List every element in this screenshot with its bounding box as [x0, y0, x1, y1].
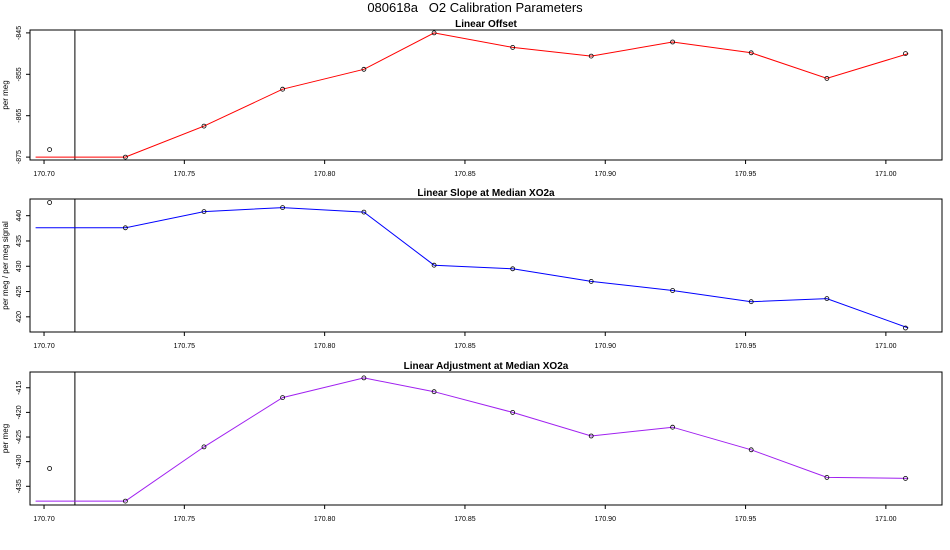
y-tick-label: 420 [16, 311, 23, 323]
x-tick-label: 170.95 [735, 516, 757, 523]
panel-title: Linear Offset [455, 19, 517, 30]
x-tick-label: 171.00 [875, 516, 897, 523]
data-point [123, 498, 128, 504]
x-tick-label: 170.90 [595, 343, 617, 350]
data-point [824, 76, 830, 81]
data-point [588, 433, 594, 439]
x-tick-label: 170.70 [33, 516, 55, 523]
y-tick-label: -875 [16, 150, 23, 164]
plot-frame [29, 371, 943, 506]
data-point [748, 50, 754, 56]
y-tick-label: -855 [16, 67, 23, 81]
data-point [588, 53, 594, 59]
x-tick-label: 170.95 [735, 343, 757, 350]
y-axis-label: per meg [1, 80, 10, 109]
y-tick-label: 425 [16, 286, 23, 298]
x-tick-label: 170.85 [454, 171, 476, 178]
y-tick-label: -415 [16, 381, 23, 395]
y-tick-label: 430 [16, 260, 23, 272]
x-tick-label: 170.75 [174, 171, 196, 178]
y-tick-label: 440 [16, 210, 23, 222]
data-point [123, 225, 128, 231]
x-tick-label: 170.70 [33, 171, 55, 178]
y-tick-label: -425 [16, 430, 23, 444]
y-axis-label: per meg [1, 424, 10, 453]
x-tick-label: 170.80 [314, 516, 336, 523]
chart-panel-3: Linear Adjustment at Median XO2a per meg 1… [1, 361, 943, 523]
data-point [588, 278, 594, 284]
x-tick-label: 171.00 [875, 171, 897, 178]
data-point [47, 200, 52, 205]
data-point [280, 205, 286, 211]
data-point [361, 375, 367, 381]
data-point [670, 424, 675, 430]
panel-title: Linear Adjustment at Median XO2a [404, 361, 569, 372]
series-line [35, 207, 909, 329]
data-point [123, 154, 128, 160]
data-point [670, 39, 675, 45]
panel-title: Linear Slope at Median XO2a [417, 188, 555, 199]
x-tick-label: 171.00 [875, 343, 897, 350]
x-tick-label: 170.95 [735, 171, 757, 178]
y-axis-label: per meg / per meg signal [1, 221, 10, 310]
data-point [748, 447, 754, 453]
data-point [280, 395, 286, 401]
data-point [201, 123, 207, 129]
data-point [510, 409, 516, 415]
data-point [670, 288, 675, 293]
data-point [903, 51, 908, 56]
data-point [47, 147, 52, 153]
x-tick-label: 170.80 [314, 171, 336, 178]
data-point [824, 296, 830, 302]
series-line [35, 32, 909, 158]
x-tick-label: 170.80 [314, 343, 336, 350]
x-tick-label: 170.85 [454, 516, 476, 523]
data-point [201, 444, 207, 450]
data-point [280, 86, 286, 92]
y-tick-label: 435 [16, 235, 23, 247]
data-point [824, 474, 830, 480]
data-point [510, 45, 516, 50]
chart-panel-1: Linear Offset per meg 170.70 170.75 170.80 17… [1, 19, 943, 178]
chart-panel-2: Linear Slope at Median XO2a per meg / per… [1, 188, 943, 350]
data-point [748, 299, 754, 305]
data-point [510, 266, 516, 272]
y-tick-label: -845 [16, 26, 23, 40]
data-point [201, 209, 207, 215]
data-point [903, 475, 908, 481]
y-tick-label: -420 [16, 405, 23, 419]
data-point [431, 389, 437, 395]
data-point [431, 30, 437, 36]
y-tick-label: -430 [16, 455, 23, 469]
x-tick-label: 170.85 [454, 343, 476, 350]
data-point [361, 209, 367, 215]
x-tick-label: 170.70 [33, 343, 55, 350]
y-tick-label: -865 [16, 109, 23, 123]
data-point [903, 325, 908, 331]
data-point [361, 66, 367, 72]
x-tick-label: 170.90 [595, 171, 617, 178]
x-tick-label: 170.75 [174, 343, 196, 350]
data-point [431, 262, 437, 268]
x-tick-label: 170.75 [174, 516, 196, 523]
y-tick-label: -435 [16, 479, 23, 493]
x-tick-label: 170.90 [595, 516, 617, 523]
data-point [47, 466, 52, 471]
figure-title: 080618a O2 Calibration Parameters [367, 0, 583, 15]
series-line [35, 377, 909, 502]
plot-frame [29, 198, 943, 333]
plot-frame [29, 29, 943, 161]
